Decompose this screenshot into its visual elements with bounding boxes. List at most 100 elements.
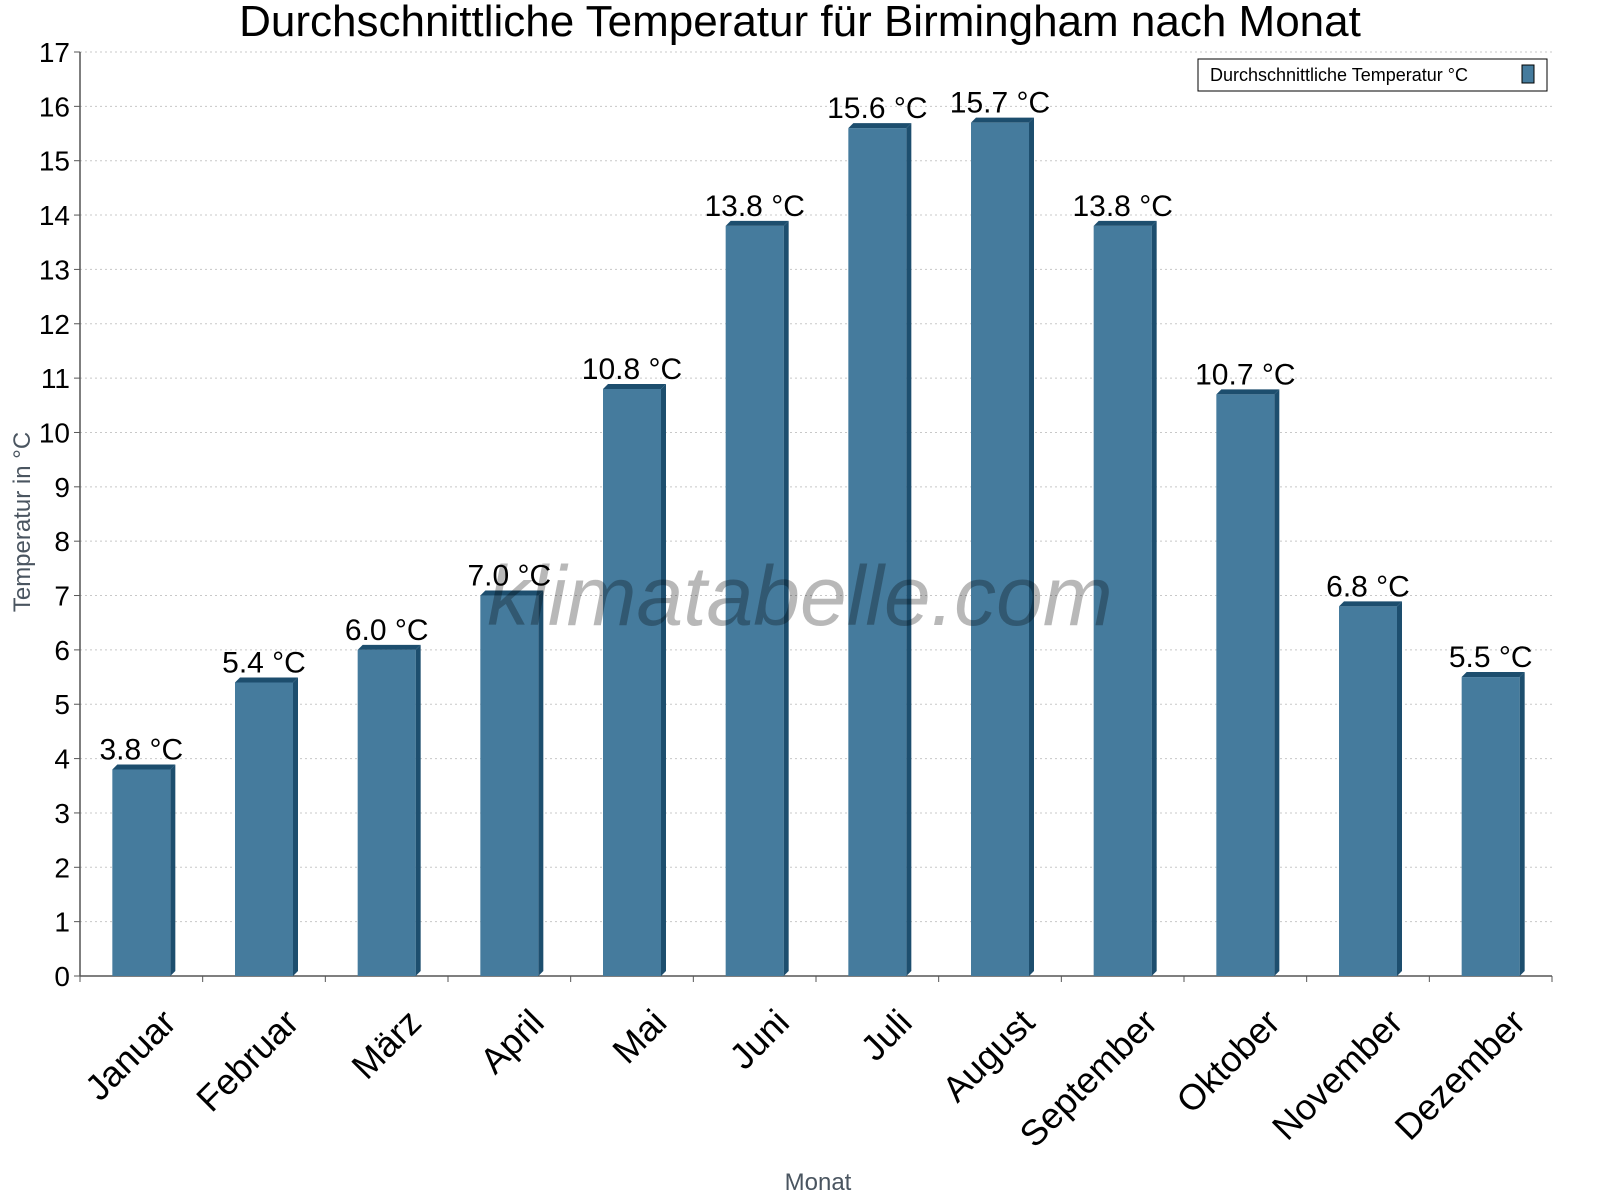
- bar-front: [1461, 677, 1520, 976]
- bar-side: [1519, 672, 1525, 976]
- legend-label: Durchschnittliche Temperatur °C: [1210, 65, 1468, 85]
- legend-swatch: [1521, 64, 1535, 84]
- bar-front: [480, 595, 539, 976]
- data-label: 15.7 °C: [950, 87, 1050, 120]
- bar-top: [848, 123, 912, 129]
- y-tick-label: 15: [39, 146, 70, 177]
- y-tick-label: 14: [39, 200, 70, 231]
- bar-side: [170, 764, 176, 976]
- bar-top: [235, 677, 298, 683]
- bar: [1339, 601, 1402, 976]
- bar-top: [357, 644, 421, 650]
- data-label: 5.4 °C: [222, 646, 306, 679]
- bar: [725, 220, 789, 976]
- bar-front: [971, 122, 1029, 977]
- bar: [1216, 389, 1280, 976]
- y-tick-label: 16: [39, 91, 70, 122]
- bar-front: [725, 225, 784, 976]
- y-tick-label: 13: [39, 254, 70, 285]
- data-label: 10.8 °C: [582, 353, 682, 386]
- bar: [1093, 220, 1157, 976]
- y-tick-label: 0: [54, 961, 70, 992]
- x-tick-label: März: [343, 1001, 429, 1087]
- bar-top: [1093, 220, 1157, 226]
- y-axis-title: Temperatur in °C: [9, 432, 36, 612]
- data-label: 15.6 °C: [827, 92, 927, 125]
- bar: [971, 117, 1034, 977]
- y-tick-label: 10: [39, 417, 70, 448]
- x-axis-title: Monat: [785, 1169, 852, 1196]
- bar-side: [1274, 389, 1280, 976]
- bar-top: [725, 220, 789, 226]
- bar-front: [848, 128, 907, 976]
- y-tick-label: 1: [54, 907, 70, 938]
- chart-title: Durchschnittliche Temperatur für Birming…: [239, 0, 1361, 46]
- legend: Durchschnittliche Temperatur °C: [1197, 58, 1548, 92]
- bar-top: [971, 117, 1034, 123]
- data-label: 7.0 °C: [467, 560, 551, 593]
- y-tick-label: 11: [41, 363, 70, 394]
- legend-box: [1197, 58, 1548, 92]
- x-tick-label: August: [934, 1001, 1042, 1109]
- data-label: 13.8 °C: [1072, 190, 1172, 223]
- bar: [848, 123, 912, 976]
- bar-top: [480, 590, 544, 596]
- bar-side: [906, 123, 912, 976]
- bar-front: [1093, 225, 1152, 976]
- bar-side: [783, 220, 789, 976]
- y-tick-label: 12: [39, 309, 70, 340]
- data-label: 10.7 °C: [1195, 358, 1295, 391]
- bar-side: [293, 677, 298, 976]
- bar-side: [661, 383, 666, 976]
- y-tick-label: 9: [54, 472, 70, 503]
- bar: [1461, 672, 1525, 976]
- bar-front: [1339, 606, 1397, 976]
- bar: [357, 644, 421, 976]
- y-tick-label: 7: [54, 581, 70, 612]
- bar-top: [1216, 389, 1280, 395]
- x-tick-label: Mai: [604, 1001, 674, 1071]
- y-tick-label: 6: [54, 635, 70, 666]
- x-tick-label: Juni: [721, 1001, 797, 1077]
- x-tick-label: Februar: [188, 1001, 306, 1119]
- bar: [480, 590, 544, 976]
- bar-front: [357, 649, 416, 976]
- data-label: 6.0 °C: [345, 614, 429, 647]
- x-tick-label: Januar: [77, 1001, 184, 1108]
- bars: [112, 117, 1525, 977]
- data-label: 6.8 °C: [1326, 570, 1410, 603]
- bar-side: [1397, 601, 1402, 976]
- gridlines: [80, 51, 1552, 923]
- bar-side: [538, 590, 544, 976]
- data-label: 3.8 °C: [99, 733, 183, 766]
- x-tick-label: Dezember: [1387, 1001, 1533, 1147]
- bar-side: [1029, 117, 1034, 977]
- x-tick-label: April: [472, 1001, 552, 1081]
- bar-top: [1339, 601, 1402, 607]
- bar-front: [603, 388, 661, 976]
- bar: [112, 764, 176, 976]
- bar-front: [112, 769, 171, 976]
- bar-front: [1216, 394, 1275, 976]
- data-labels: 3.8 °C 5.4 °C 6.0 °C 7.0 °C 10.8 °C 13.8 °C 15…: [99, 87, 1532, 767]
- bar-top: [112, 764, 176, 770]
- x-tick-label: Juli: [852, 1001, 919, 1068]
- bar-side: [415, 644, 421, 976]
- x-tick-label: Oktober: [1168, 1001, 1288, 1121]
- bar: [235, 677, 298, 976]
- y-tick-label: 17: [39, 37, 70, 68]
- watermark: klimatabelle.com: [487, 549, 1113, 643]
- y-tick-label: 3: [54, 798, 70, 829]
- bar-front: [235, 682, 293, 976]
- y-tick-label: 5: [54, 689, 70, 720]
- data-label: 5.5 °C: [1449, 641, 1533, 674]
- bar-top: [603, 383, 666, 389]
- data-label: 13.8 °C: [704, 190, 804, 223]
- bar-top: [1461, 672, 1525, 678]
- y-tick-label: 4: [54, 744, 70, 775]
- bar-side: [1151, 220, 1157, 976]
- bar: [603, 383, 666, 976]
- y-tick-label: 8: [54, 526, 70, 557]
